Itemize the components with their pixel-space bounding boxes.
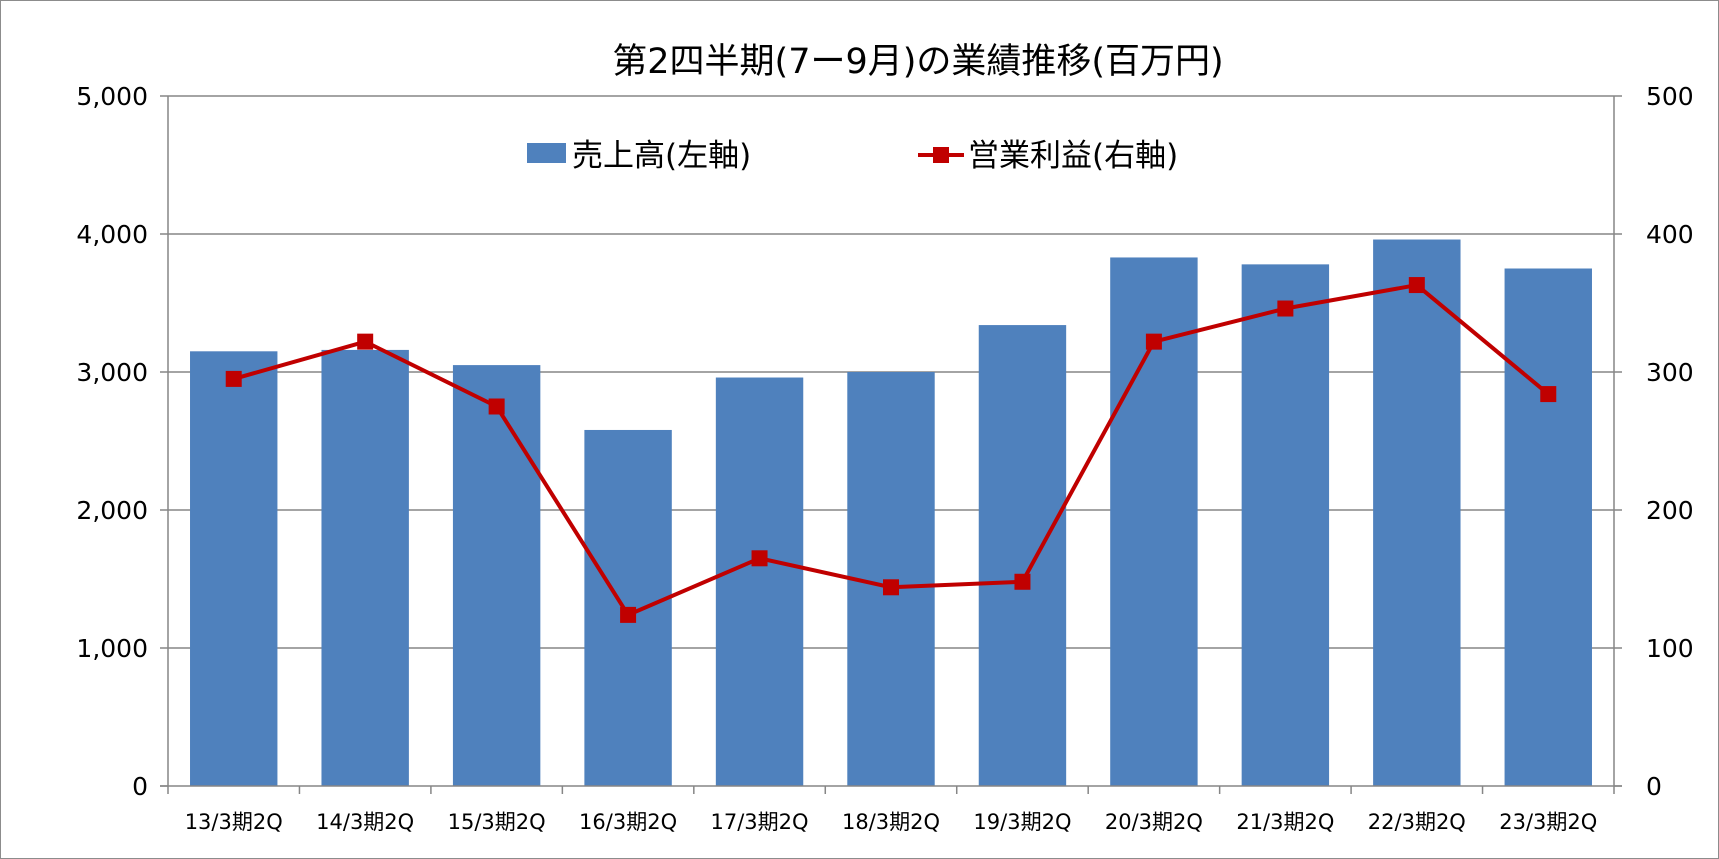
marker-22/3期2Q	[1408, 277, 1425, 294]
y-tick-label-right: 400	[1646, 220, 1694, 249]
x-tick-label: 23/3期2Q	[1499, 810, 1597, 834]
axes: 0 0 1,000 100 2,000 200 3,000 300 4,000 400 5,000 5…	[76, 82, 1693, 834]
marker-19/3期2Q	[1014, 573, 1031, 590]
legend-line-marker	[933, 147, 949, 163]
marker-13/3期2Q	[225, 370, 242, 387]
x-tick-label: 14/3期2Q	[316, 810, 414, 834]
legend-bar-swatch	[527, 143, 566, 163]
y-tick-label-right: 200	[1646, 496, 1694, 525]
y-tick-label-left: 4,000	[76, 220, 148, 249]
x-tick-label: 16/3期2Q	[579, 810, 677, 834]
legend-bar-label: 売上高(左軸)	[572, 138, 751, 174]
bar-19/3期2Q	[978, 325, 1067, 786]
x-tick-label: 18/3期2Q	[842, 810, 940, 834]
y-tick-label-right: 100	[1646, 634, 1694, 663]
x-tick-label: 17/3期2Q	[711, 810, 809, 834]
x-tick-label: 21/3期2Q	[1236, 810, 1334, 834]
line-series	[225, 277, 1557, 623]
bar-13/3期2Q	[190, 351, 278, 786]
chart-title: 第2四半期(7ー9月)の業績推移(百万円)	[612, 42, 1223, 82]
marker-21/3期2Q	[1277, 300, 1294, 317]
bar-14/3期2Q	[321, 349, 409, 786]
x-tick-label: 22/3期2Q	[1368, 810, 1466, 834]
marker-17/3期2Q	[751, 550, 768, 567]
marker-16/3期2Q	[620, 606, 637, 623]
bar-15/3期2Q	[452, 365, 541, 786]
y-tick-label-right: 0	[1646, 772, 1662, 801]
marker-23/3期2Q	[1540, 386, 1557, 403]
y-tick-label-left: 3,000	[76, 358, 148, 387]
x-tick-label: 15/3期2Q	[448, 810, 546, 834]
legend-line-label: 営業利益(右軸)	[968, 138, 1178, 174]
x-tick-label: 13/3期2Q	[185, 810, 283, 834]
marker-20/3期2Q	[1145, 333, 1162, 350]
y-tick-label-left: 0	[132, 772, 148, 801]
y-tick-label-right: 300	[1646, 358, 1694, 387]
bar-22/3期2Q	[1373, 239, 1461, 786]
bar-23/3期2Q	[1504, 268, 1592, 786]
y-tick-label-left: 5,000	[76, 82, 148, 111]
marker-18/3期2Q	[883, 579, 899, 596]
y-tick-label-right: 500	[1646, 82, 1694, 111]
y-tick-label-left: 2,000	[76, 496, 148, 525]
bar-17/3期2Q	[715, 377, 804, 786]
legend: 売上高(左軸) 営業利益(右軸)	[527, 138, 1178, 174]
bar-series	[190, 239, 1592, 787]
y-tick-label-left: 1,000	[76, 634, 148, 663]
x-tick-label: 19/3期2Q	[973, 810, 1071, 834]
x-tick-label: 20/3期2Q	[1105, 810, 1203, 834]
bar-21/3期2Q	[1241, 264, 1330, 786]
marker-14/3期2Q	[357, 333, 374, 350]
marker-15/3期2Q	[488, 398, 505, 415]
